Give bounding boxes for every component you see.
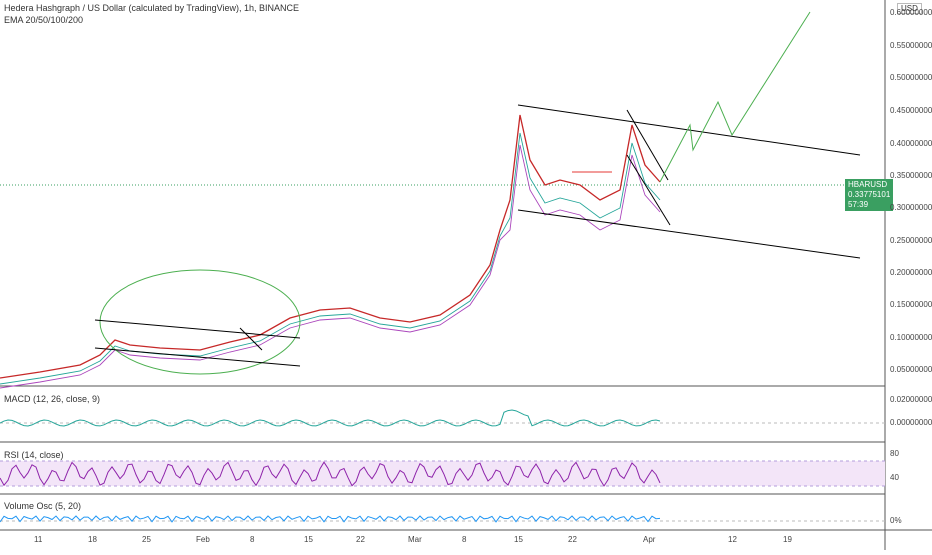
- price-tick: 0.55000000: [890, 41, 932, 50]
- macd-tick: 0.02000000: [890, 395, 932, 404]
- rsi-band: [0, 461, 885, 486]
- wedge-line: [626, 154, 671, 226]
- price-tick: 0.30000000: [890, 203, 932, 212]
- time-tick: 19: [783, 535, 792, 544]
- badge-symbol: HBARUSD: [848, 180, 888, 189]
- time-tick: 11: [34, 535, 43, 544]
- time-tick: Apr: [643, 535, 656, 544]
- channel-upper-line: [517, 104, 861, 156]
- price-tick: 0.50000000: [890, 73, 932, 82]
- channel-upper-line: [94, 319, 301, 339]
- projection-path: [659, 11, 811, 183]
- price-tick: 0.15000000: [890, 300, 932, 309]
- current-price-badge: HBARUSD 0.33775101 57:39: [845, 179, 894, 211]
- ema-line: [0, 144, 661, 389]
- price-tick: 0.10000000: [890, 333, 932, 342]
- main-pane-bg: [0, 0, 885, 386]
- rsi-tick: 40: [890, 473, 899, 482]
- ema-line: [0, 132, 661, 385]
- badge-timer: 57:39: [848, 200, 869, 209]
- price-tick: 0.60000000: [890, 8, 932, 17]
- volume-osc-series: [0, 515, 661, 523]
- channel-lower-line: [517, 209, 861, 259]
- price-tick: 0.20000000: [890, 268, 932, 277]
- time-tick: 18: [88, 535, 97, 544]
- price-series: [0, 114, 661, 379]
- volume-osc-label[interactable]: Volume Osc (5, 20): [4, 501, 82, 511]
- price-tick: 0.40000000: [890, 139, 932, 148]
- price-tick: 0.25000000: [890, 236, 932, 245]
- time-tick: 15: [304, 535, 313, 544]
- price-tick: 0.05000000: [890, 365, 932, 374]
- currency-button[interactable]: USD: [897, 3, 922, 14]
- rsi-series: [0, 461, 661, 487]
- price-tick: 0.35000000: [890, 171, 932, 180]
- badge-price: 0.33775101: [848, 190, 891, 199]
- price-tick: 0.45000000: [890, 106, 932, 115]
- channel-lower-line: [94, 347, 301, 367]
- time-tick: 25: [142, 535, 151, 544]
- rsi-tick: 80: [890, 449, 899, 458]
- macd-series: [0, 409, 661, 427]
- highlight-ellipse: [99, 269, 301, 375]
- macd-tick: 0.00000000: [890, 418, 932, 427]
- chart-title: Hedera Hashgraph / US Dollar (calculated…: [4, 3, 299, 13]
- time-tick: 22: [568, 535, 577, 544]
- time-tick: 22: [356, 535, 365, 544]
- time-tick: Mar: [408, 535, 422, 544]
- volume-osc-tick: 0%: [890, 516, 902, 525]
- wedge-line: [626, 109, 669, 181]
- rsi-label[interactable]: RSI (14, close): [4, 450, 64, 460]
- macd-label[interactable]: MACD (12, 26, close, 9): [4, 394, 101, 404]
- indicator-label[interactable]: EMA 20/50/100/200: [4, 15, 84, 25]
- time-tick: 15: [514, 535, 523, 544]
- time-tick: Feb: [196, 535, 210, 544]
- time-tick: 12: [728, 535, 737, 544]
- time-tick: 8: [250, 535, 255, 544]
- time-tick: 8: [462, 535, 467, 544]
- breakout-line: [239, 327, 263, 351]
